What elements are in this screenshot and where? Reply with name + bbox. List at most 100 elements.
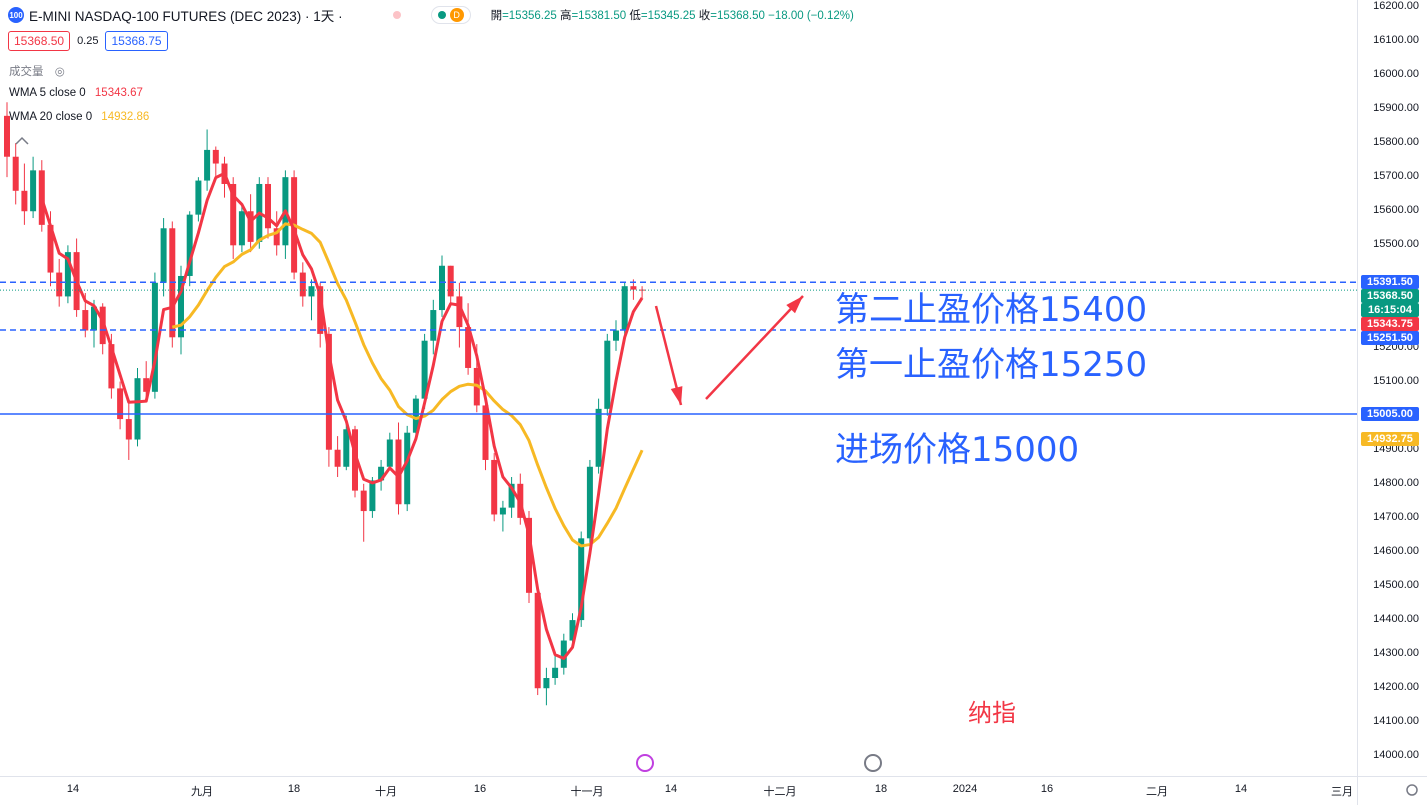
- candle-body: [404, 432, 411, 505]
- candle-body: [56, 272, 63, 297]
- timer-event-icon: [864, 754, 882, 772]
- settings-gear-icon: [1406, 784, 1418, 796]
- candle-body: [552, 667, 559, 679]
- price-tick-label: 14700.00: [1373, 510, 1419, 523]
- bid-ask-row: 15368.50 0.25 15368.75: [8, 31, 168, 51]
- volume-legend[interactable]: 成交量 ◎: [9, 66, 65, 78]
- candle-body: [108, 344, 115, 389]
- time-tick-label: 14: [66, 783, 80, 795]
- candle-body: [325, 333, 332, 450]
- price-tick-label: 14000.00: [1373, 749, 1419, 762]
- candle-body: [621, 286, 628, 331]
- price-tick-label: 16100.00: [1373, 33, 1419, 46]
- candle-body: [439, 265, 445, 311]
- candle-body: [456, 296, 463, 328]
- candle-body: [334, 449, 341, 467]
- time-tick-label: 十月: [375, 786, 397, 798]
- candle-body: [64, 252, 71, 297]
- price-tick-label: 15600.00: [1373, 204, 1419, 217]
- price-tick-label: 14100.00: [1373, 715, 1419, 728]
- candle-body: [508, 483, 515, 508]
- symbol-title[interactable]: E-MINI NASDAQ-100 FUTURES (DEC 2023) · 1…: [29, 9, 343, 24]
- candle-body: [230, 183, 237, 246]
- candle-body: [204, 149, 211, 181]
- candle-body: [134, 378, 141, 440]
- sell-price-button[interactable]: 15368.50: [8, 31, 71, 51]
- candle-body: [143, 378, 150, 392]
- time-tick-label: 16: [1040, 783, 1054, 795]
- price-tick-label: 14600.00: [1373, 544, 1419, 557]
- wma20-legend[interactable]: WMA 20 close 0 14932.86: [9, 111, 150, 123]
- candle-body: [360, 490, 367, 512]
- candle-body: [352, 429, 358, 491]
- candle-body: [317, 286, 324, 334]
- earnings-event-icon: [636, 754, 654, 772]
- candle-body: [586, 466, 593, 539]
- candle-body: [299, 272, 306, 297]
- time-tick-label: 14: [664, 783, 678, 795]
- price-tag: 16:15:04: [1361, 303, 1419, 318]
- price-tick-label: 16000.00: [1373, 67, 1419, 80]
- time-tick-label: 二月: [1146, 786, 1168, 798]
- change-value: −18.00 (−0.12%): [768, 10, 854, 22]
- close-value: 15368.50: [716, 10, 765, 22]
- candle-body: [412, 398, 419, 433]
- wma5-legend[interactable]: WMA 5 close 0 15343.67: [9, 87, 143, 99]
- time-tick-label: 十二月: [763, 786, 797, 798]
- up-arrow: [705, 295, 804, 400]
- price-tick-label: 16200.00: [1373, 0, 1419, 12]
- candle-body: [21, 190, 28, 212]
- wma20-value: 14932.86: [101, 111, 150, 123]
- candle-body: [265, 183, 271, 229]
- time-tick-label: 九月: [191, 786, 213, 798]
- price-tag: 15343.75: [1361, 317, 1419, 332]
- buy-price-button[interactable]: 15368.75: [105, 31, 168, 51]
- candle-body: [386, 439, 393, 467]
- price-tick-label: 14300.00: [1373, 647, 1419, 660]
- entry-price-annotation: 进场价格15000: [835, 430, 1080, 470]
- flag-icon[interactable]: [392, 11, 401, 19]
- wma5-value: 15343.67: [94, 87, 143, 99]
- candle-body: [4, 115, 10, 157]
- price-tag: 15391.50: [1361, 275, 1419, 290]
- time-tick-label: 十一月: [570, 786, 604, 798]
- candle-body: [186, 214, 193, 276]
- spread-value: 0.25: [77, 35, 99, 47]
- eye-off-icon[interactable]: ◎: [54, 66, 65, 78]
- candle-body: [430, 310, 437, 341]
- candle-body: [308, 286, 315, 297]
- candle-body: [82, 310, 89, 331]
- candle-body: [30, 170, 37, 212]
- time-tick-label: 2024: [952, 783, 978, 795]
- ohlc-values: 開=15356.25 高=15381.50 低=15345.25 收=15368…: [490, 10, 854, 22]
- candle-body: [369, 480, 376, 512]
- price-tag: 15368.50: [1361, 289, 1419, 304]
- price-tick-label: 15900.00: [1373, 102, 1419, 115]
- candle-body: [195, 180, 202, 215]
- candle-body: [125, 419, 132, 440]
- candle-body: [534, 592, 541, 689]
- candle-body: [491, 459, 498, 515]
- candle-body: [378, 466, 385, 481]
- time-tick-label: 三月: [1331, 786, 1353, 798]
- take-profit-1-annotation: 第一止盈价格15250: [835, 345, 1148, 385]
- open-value: 15356.25: [508, 10, 557, 22]
- market-status[interactable]: D: [430, 6, 471, 24]
- candle-body: [604, 340, 611, 409]
- candle-body: [91, 306, 97, 331]
- market-status-letter: D: [449, 8, 464, 22]
- market-annotation: 纳指: [968, 699, 1016, 727]
- candle-body: [47, 224, 54, 273]
- candle-body: [613, 330, 619, 341]
- candle-body: [482, 405, 489, 460]
- candle-body: [117, 388, 124, 420]
- candle-body: [343, 429, 350, 467]
- price-tick-label: 14800.00: [1373, 476, 1419, 489]
- candle-body: [578, 538, 585, 621]
- time-tick-label: 16: [473, 783, 487, 795]
- price-tick-label: 15700.00: [1373, 170, 1419, 183]
- candle-body: [247, 211, 254, 242]
- price-tag: 15005.00: [1361, 406, 1419, 421]
- time-tick-label: 14: [1234, 783, 1248, 795]
